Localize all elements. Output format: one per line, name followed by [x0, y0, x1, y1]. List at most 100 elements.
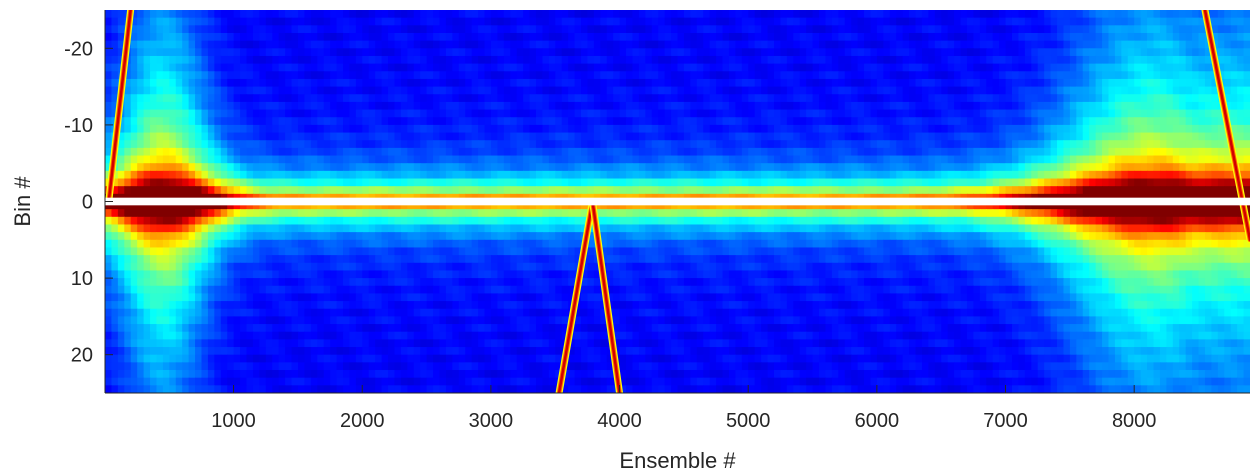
heatmap-cell [806, 178, 814, 187]
heatmap-cell [960, 109, 968, 118]
heatmap-cell [510, 178, 518, 187]
heatmap-cell [1011, 55, 1020, 65]
heatmap-cell [478, 63, 486, 72]
heatmap-cell [285, 17, 293, 26]
heatmap-cell [658, 201, 666, 210]
heatmap-cell [806, 48, 814, 57]
heatmap-cell [671, 201, 679, 210]
heatmap-cell [259, 40, 267, 49]
heatmap-cell [966, 132, 974, 141]
heatmap-cell [1192, 155, 1200, 164]
heatmap-cell [497, 48, 505, 57]
heatmap-cell [838, 10, 846, 19]
heatmap-cell [529, 78, 537, 88]
heatmap-cell [799, 140, 807, 149]
heatmap-cell [1057, 63, 1065, 72]
heatmap-cell [117, 140, 125, 149]
heatmap-cell [227, 178, 235, 187]
heatmap-cell [1134, 140, 1142, 149]
heatmap-cell [645, 209, 653, 218]
heatmap-cell [587, 55, 595, 65]
heatmap-cell [1217, 209, 1225, 218]
heatmap-cell [362, 155, 370, 164]
heatmap-cell [915, 147, 923, 157]
heatmap-cell [439, 155, 447, 164]
heatmap-cell [510, 147, 518, 157]
heatmap-cell [677, 140, 685, 149]
heatmap-cell [458, 63, 466, 72]
heatmap-cell [349, 32, 357, 42]
heatmap-cell [343, 10, 351, 19]
heatmap-cell [799, 201, 807, 210]
heatmap-cell [626, 86, 634, 95]
heatmap-cell [542, 163, 550, 172]
heatmap-cell [523, 78, 531, 88]
heatmap-cell [323, 10, 331, 19]
heatmap-cell [445, 94, 453, 103]
heatmap-cell [677, 117, 685, 126]
heatmap-cell [117, 201, 125, 210]
heatmap-cell [1050, 10, 1058, 19]
heatmap-cell [999, 55, 1007, 65]
heatmap-cell [297, 155, 306, 164]
heatmap-cell [343, 155, 351, 164]
heatmap-cell [773, 17, 782, 26]
heatmap-cell [574, 55, 582, 65]
heatmap-cell [947, 209, 955, 218]
heatmap-cell [117, 25, 125, 34]
heatmap-cell [722, 10, 730, 19]
heatmap-cell [1089, 117, 1097, 126]
heatmap-cell [497, 40, 505, 49]
heatmap-cell [716, 63, 724, 72]
heatmap-cell [876, 17, 884, 26]
heatmap-cell [162, 63, 170, 72]
heatmap-cell [1121, 25, 1129, 34]
heatmap-cell [1159, 10, 1167, 19]
heatmap-cell [1089, 94, 1097, 103]
heatmap-cell [979, 132, 987, 141]
heatmap-cell [658, 71, 666, 80]
heatmap-cell [381, 71, 389, 80]
heatmap-cell [1166, 55, 1174, 65]
heatmap-cell [150, 224, 158, 233]
heatmap-cell [233, 170, 241, 180]
heatmap-cell [600, 71, 608, 80]
heatmap-cell [1192, 48, 1200, 57]
heatmap-cell [1037, 155, 1045, 164]
heatmap-cell [1121, 10, 1129, 19]
heatmap-cell [960, 209, 968, 218]
heatmap-cell [471, 101, 479, 111]
heatmap-cell [381, 216, 389, 226]
heatmap-cell [626, 48, 634, 57]
heatmap-cell [1147, 124, 1155, 134]
heatmap-cell [1211, 86, 1219, 95]
heatmap-cell [709, 117, 717, 126]
heatmap-cell [773, 55, 782, 65]
heatmap-cell [722, 86, 730, 95]
heatmap-cell [105, 101, 113, 111]
heatmap-cell [1076, 25, 1084, 34]
heatmap-cell [555, 140, 563, 149]
heatmap-cell [1044, 10, 1052, 19]
heatmap-cell [992, 178, 1000, 187]
heatmap-cell [111, 216, 119, 226]
heatmap-cell [555, 17, 563, 26]
heatmap-cell [233, 163, 241, 172]
heatmap-cell [1243, 124, 1250, 134]
heatmap-cell [1185, 163, 1193, 172]
heatmap-cell [696, 209, 704, 218]
heatmap-cell [928, 40, 936, 49]
heatmap-cell [394, 71, 402, 80]
heatmap-cell [452, 101, 460, 111]
heatmap-cell [117, 216, 125, 226]
heatmap-cell [851, 101, 859, 111]
heatmap-cell [819, 78, 827, 88]
heatmap-cell [619, 48, 627, 57]
heatmap-cell [162, 163, 170, 172]
heatmap-cell [947, 101, 955, 111]
heatmap-cell [150, 86, 158, 95]
heatmap-cell [1102, 63, 1110, 72]
heatmap-cell [1134, 86, 1142, 95]
heatmap-cell [645, 124, 653, 134]
heatmap-cell [227, 201, 235, 210]
